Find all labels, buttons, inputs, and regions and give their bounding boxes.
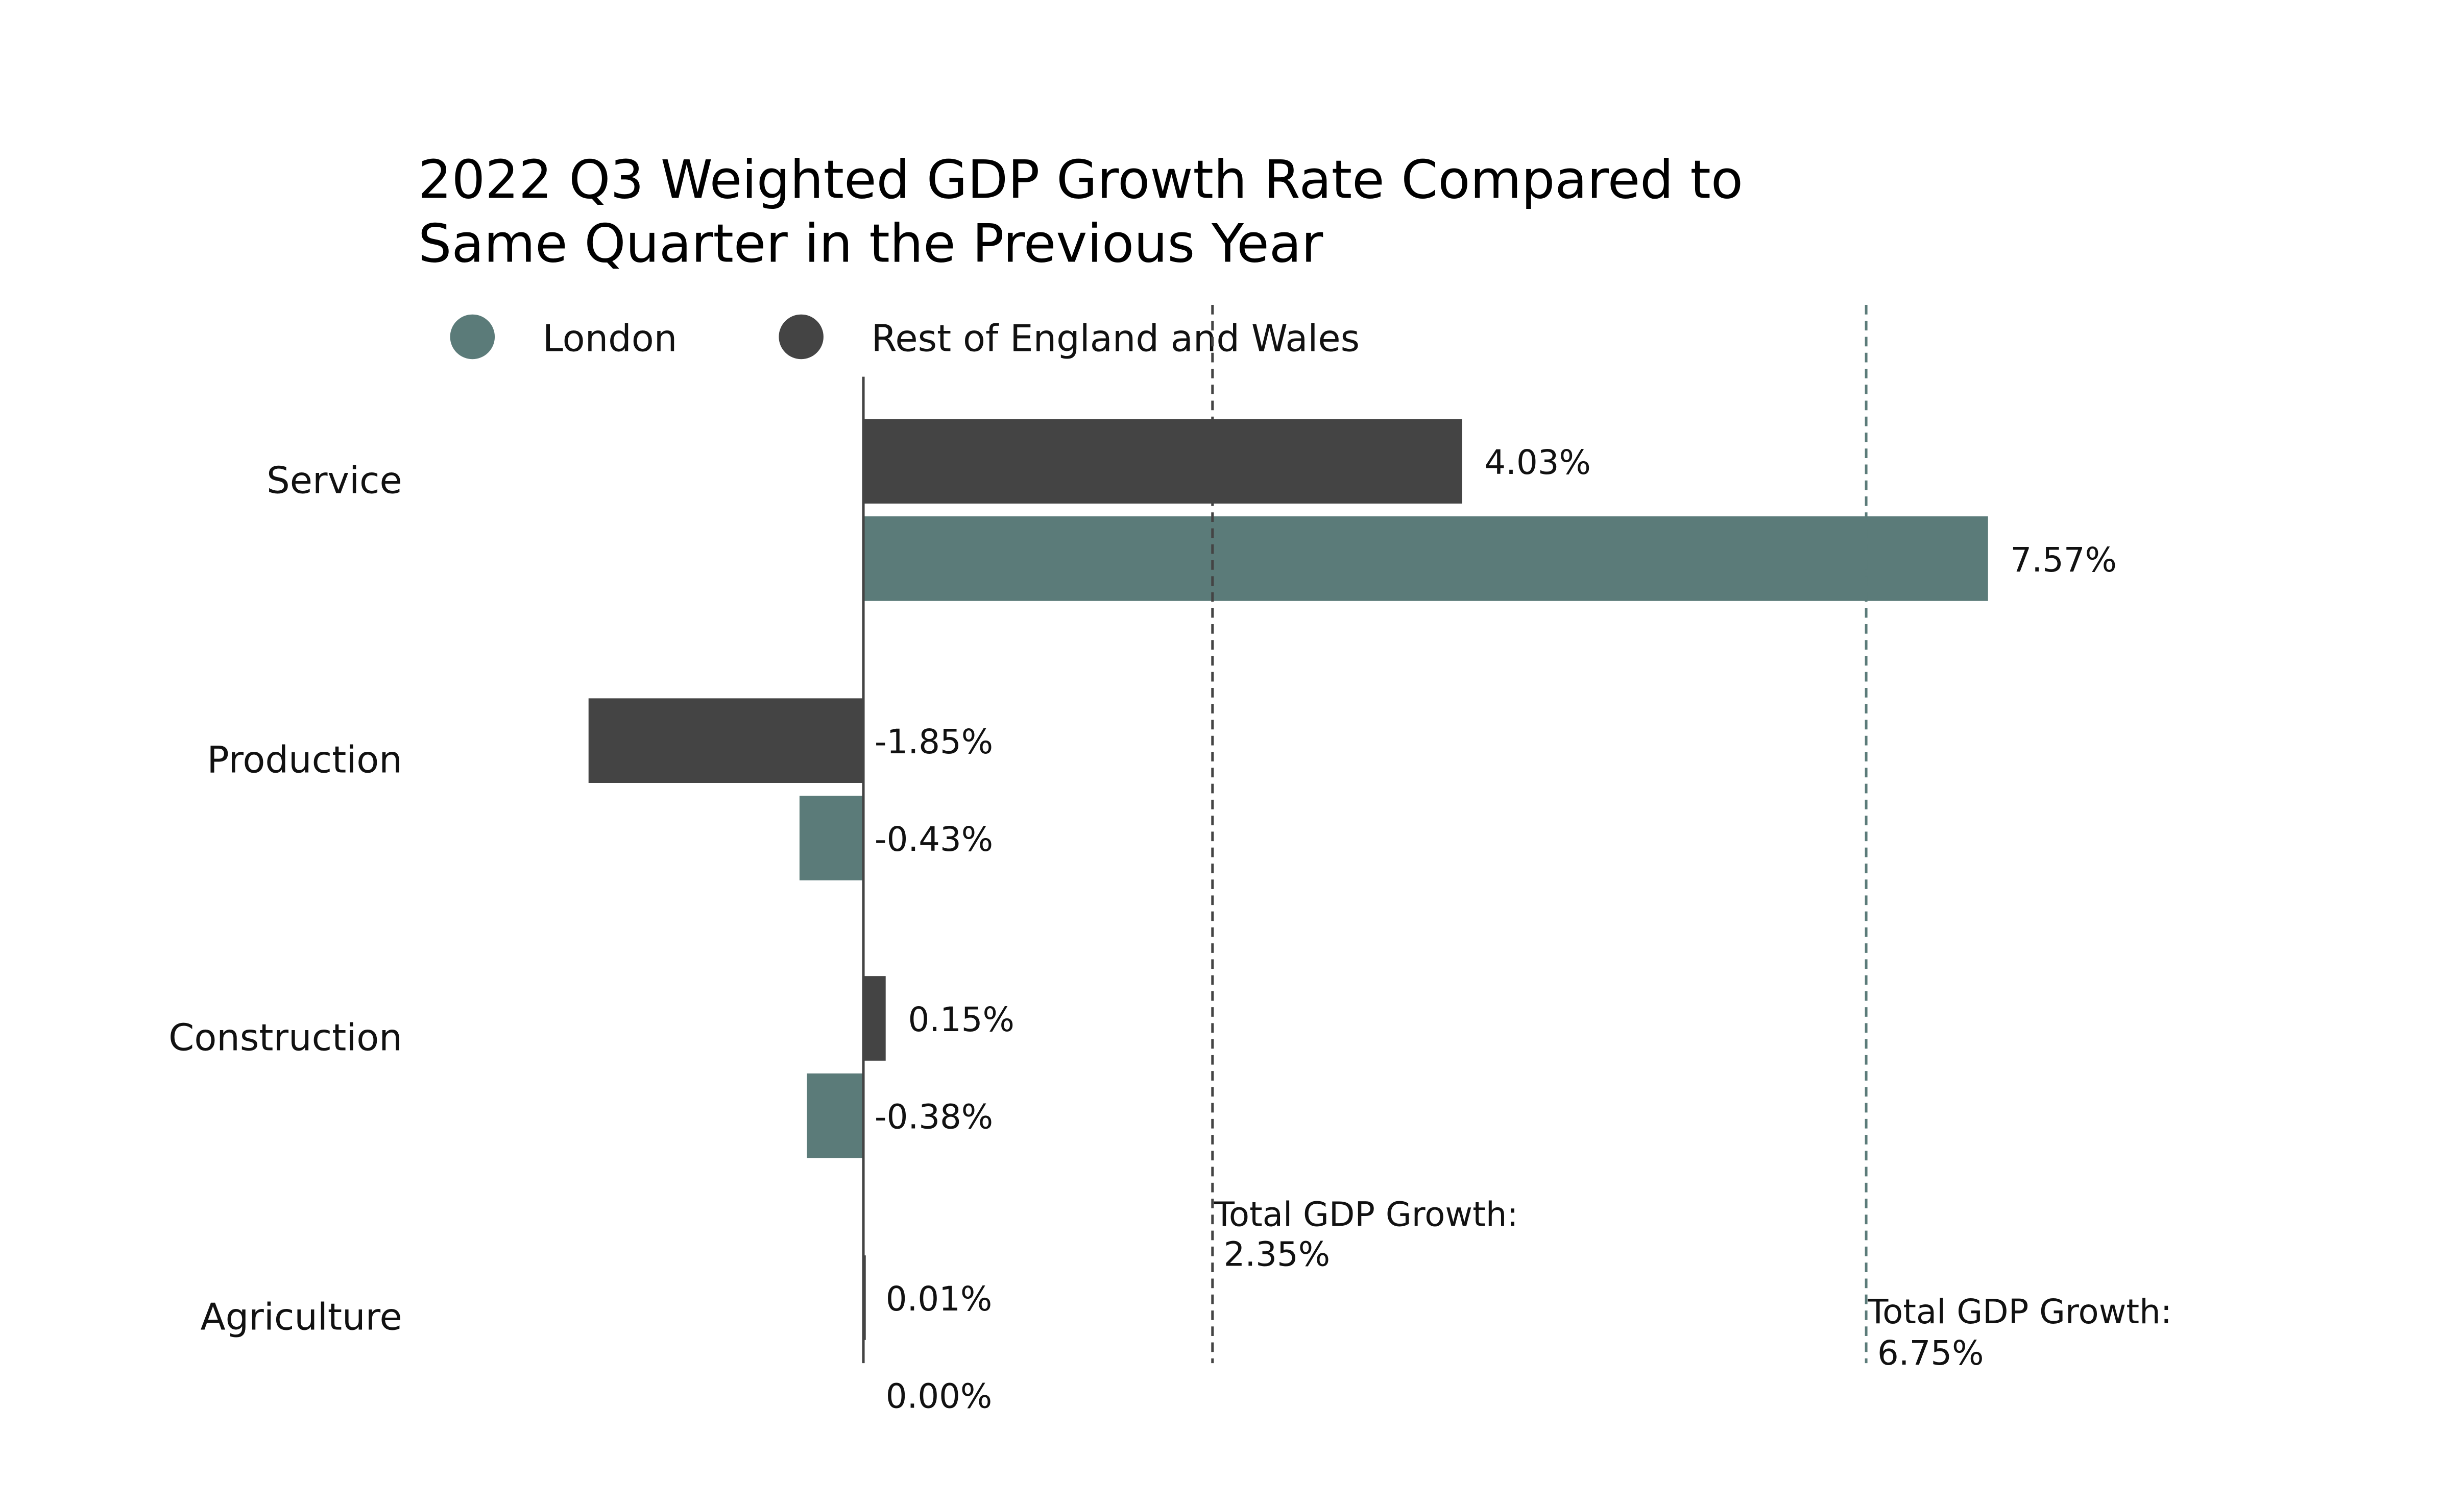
bar-value-labels: 4.03% -1.85% 0.15% 0.01% 7.57% -0.43% -0.38% 0.…: [875, 443, 2117, 1416]
category-labels: Service Production Construction Agricult…: [168, 459, 402, 1339]
legend: London Rest of England and Wales: [450, 314, 1360, 360]
reference-lines: [1211, 304, 1868, 1364]
bar-label-london-service: 7.57%: [2010, 541, 2116, 580]
category-label-service: Service: [267, 459, 402, 502]
reference-label-rest-value: 2.35%: [1224, 1235, 1330, 1274]
bar-label-rest-agriculture: 0.01%: [886, 1280, 992, 1319]
legend-label-london: London: [543, 317, 677, 360]
bar-london-service: [863, 516, 1988, 601]
category-label-production: Production: [207, 738, 402, 781]
bar-london-production: [799, 796, 864, 880]
reference-line-labels: Total GDP Growth:2.35%Total GDP Growth:6…: [1214, 1195, 2172, 1373]
legend-marker-london: [450, 314, 495, 360]
bar-label-rest-construction: 0.15%: [908, 1000, 1014, 1039]
chart-title-line-1: 2022 Q3 Weighted GDP Growth Rate Compare…: [418, 150, 1743, 211]
bar-label-london-construction: -0.38%: [875, 1098, 993, 1137]
bar-label-rest-service: 4.03%: [1484, 443, 1590, 482]
bar-london-construction: [807, 1073, 864, 1158]
reference-label-london-value: 6.75%: [1877, 1334, 1984, 1373]
legend-marker-rest: [779, 314, 824, 360]
category-label-construction: Construction: [168, 1016, 402, 1059]
bar-label-london-production: -0.43%: [875, 820, 993, 859]
legend-label-rest: Rest of England and Wales: [872, 317, 1360, 360]
bar-label-rest-production: -1.85%: [875, 723, 993, 761]
reference-label-london-title: Total GDP Growth:: [1867, 1293, 2172, 1331]
category-label-agriculture: Agriculture: [201, 1295, 402, 1338]
bar-rest-production: [588, 698, 864, 783]
chart-title-line-2: Same Quarter in the Previous Year: [418, 213, 1323, 275]
bars: [588, 419, 1988, 1340]
bar-rest-construction: [863, 976, 886, 1061]
bar-label-london-agriculture: 0.00%: [886, 1377, 992, 1416]
reference-label-rest-title: Total GDP Growth:: [1214, 1195, 1518, 1234]
chart-title: 2022 Q3 Weighted GDP Growth Rate Compare…: [418, 150, 1743, 275]
bar-rest-service: [863, 419, 1462, 504]
